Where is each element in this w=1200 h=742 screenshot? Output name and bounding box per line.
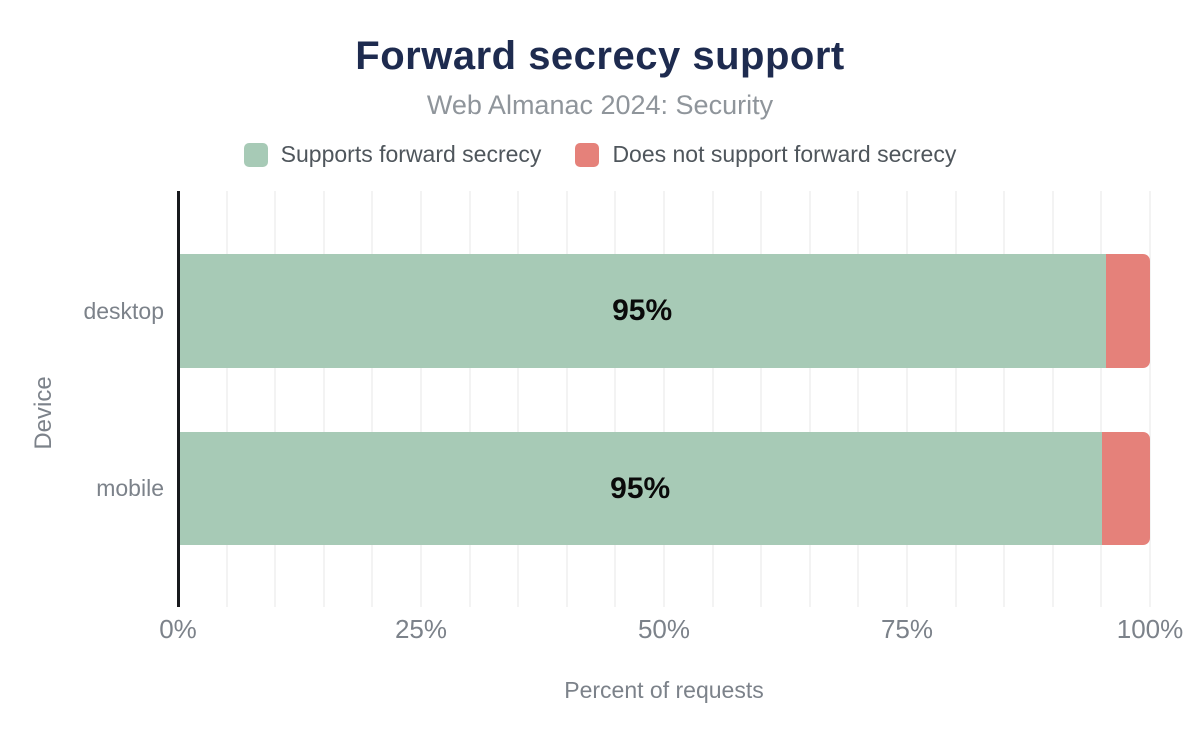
gridline xyxy=(1149,191,1151,607)
gridline xyxy=(906,191,908,607)
gridline xyxy=(808,191,811,607)
legend-label-supports: Supports forward secrecy xyxy=(280,141,542,167)
legend-swatch-supports xyxy=(243,142,268,167)
gridline xyxy=(711,191,714,607)
bar-desktop: 95% xyxy=(178,254,1150,368)
gridline xyxy=(1003,191,1006,607)
gridlines xyxy=(177,191,1151,607)
bar-mobile-value-label: 95% xyxy=(610,471,671,505)
bar-mobile-does-not-support-segment xyxy=(1102,432,1150,545)
plot-area: 95% 95% xyxy=(177,191,1151,607)
x-axis-title: Percent of requests xyxy=(564,677,764,703)
gridline xyxy=(857,191,860,607)
gridline xyxy=(954,191,957,607)
chart-title: Forward secrecy support xyxy=(355,34,845,78)
legend-swatch-does-not-support xyxy=(575,142,600,167)
gridline xyxy=(760,191,763,607)
bar-desktop-supports-segment: 95% xyxy=(178,254,1107,368)
legend-label-does-not-support: Does not support forward secrecy xyxy=(612,141,957,167)
category-label-mobile: mobile xyxy=(96,475,164,501)
x-tick-100: 100% xyxy=(1116,614,1184,644)
gridline xyxy=(322,191,325,607)
gridline xyxy=(663,191,665,607)
gridline xyxy=(565,191,568,607)
legend-item-does-not-support: Does not support forward secrecy xyxy=(575,141,956,168)
bar-desktop-value-label: 95% xyxy=(612,294,673,327)
gridline xyxy=(1051,191,1054,607)
chart-subtitle: Web Almanac 2024: Security xyxy=(426,90,774,120)
x-axis-ticks: 0% 25% 50% 75% 100% xyxy=(159,612,1183,646)
gridline xyxy=(420,191,422,607)
category-label-desktop: desktop xyxy=(83,298,164,324)
legend: Supports forward secrecy Does not suppor… xyxy=(0,141,1200,168)
gridline xyxy=(468,191,471,607)
x-tick-0: 0% xyxy=(159,614,197,644)
x-tick-25: 25% xyxy=(394,614,448,644)
bar-mobile-supports-segment: 95% xyxy=(178,432,1103,545)
x-tick-75: 75% xyxy=(880,614,934,644)
gridline xyxy=(517,191,520,607)
x-tick-50: 50% xyxy=(637,614,691,644)
gridline xyxy=(614,191,617,607)
legend-item-supports: Supports forward secrecy xyxy=(243,141,542,168)
gridline xyxy=(274,191,277,607)
bar-desktop-does-not-support-segment xyxy=(1106,254,1150,368)
gridline xyxy=(371,191,374,607)
gridline xyxy=(225,191,228,607)
gridline xyxy=(1100,191,1103,607)
y-axis-line xyxy=(177,191,180,607)
bar-mobile: 95% xyxy=(178,432,1150,545)
